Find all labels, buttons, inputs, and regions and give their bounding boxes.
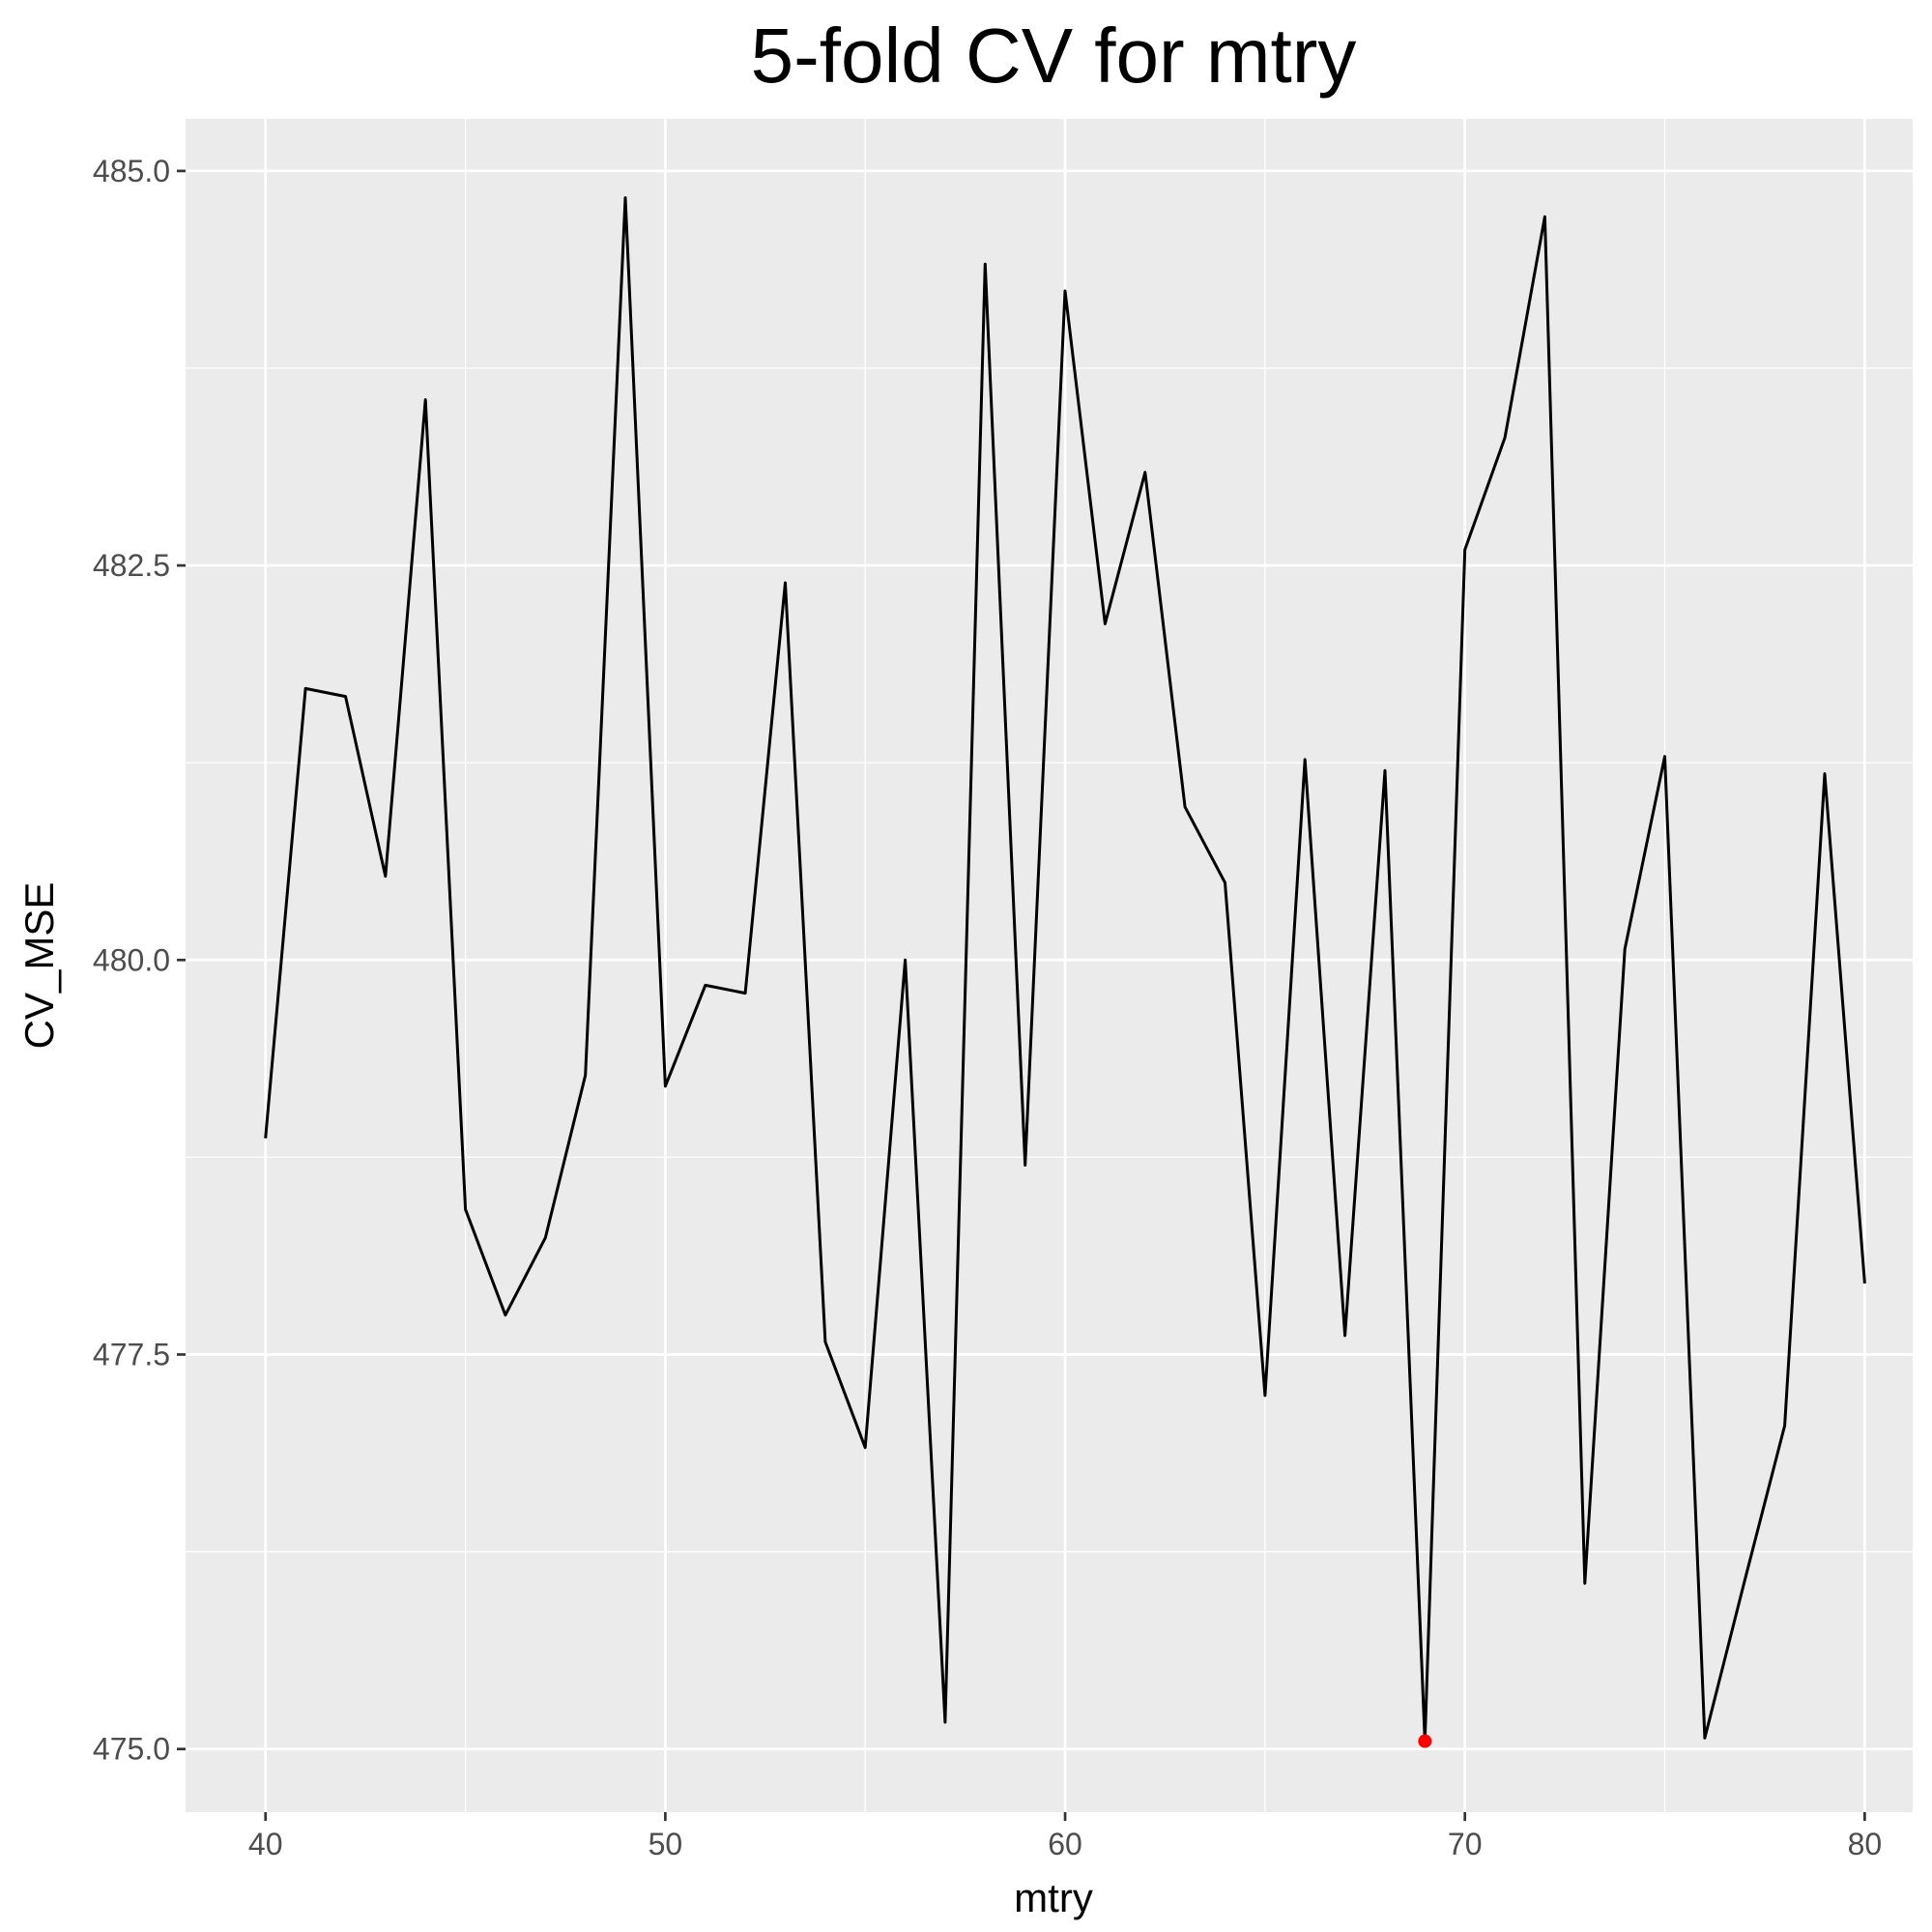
axis-ticks bbox=[177, 169, 1866, 1821]
y-tick-label: 485.0 bbox=[93, 154, 170, 188]
minor-gridlines bbox=[186, 119, 1913, 1812]
y-tick-label: 482.5 bbox=[93, 548, 170, 583]
x-tick-label: 70 bbox=[1448, 1827, 1483, 1861]
x-tick-label: 60 bbox=[1048, 1827, 1082, 1861]
major-gridlines bbox=[186, 119, 1913, 1812]
minimum-point bbox=[1418, 1734, 1432, 1748]
y-tick-label: 475.0 bbox=[93, 1732, 170, 1767]
cv-mse-line bbox=[264, 196, 1866, 1743]
x-tick-label: 80 bbox=[1848, 1827, 1883, 1861]
x-axis-title: mtry bbox=[1014, 1875, 1093, 1920]
x-axis-tick-labels: 40 50 60 70 80 bbox=[248, 1827, 1882, 1861]
chart-title: 5-fold CV for mtry bbox=[751, 13, 1357, 99]
x-tick-label: 50 bbox=[649, 1827, 683, 1861]
x-tick-label: 40 bbox=[248, 1827, 283, 1861]
data-layer bbox=[264, 196, 1866, 1748]
y-axis-tick-labels: 475.0 477.5 480.0 482.5 485.0 bbox=[93, 154, 170, 1767]
y-axis-title: CV_MSE bbox=[16, 882, 62, 1050]
y-tick-label: 477.5 bbox=[93, 1337, 170, 1371]
y-tick-label: 480.0 bbox=[93, 942, 170, 977]
plot-panel bbox=[186, 119, 1913, 1812]
